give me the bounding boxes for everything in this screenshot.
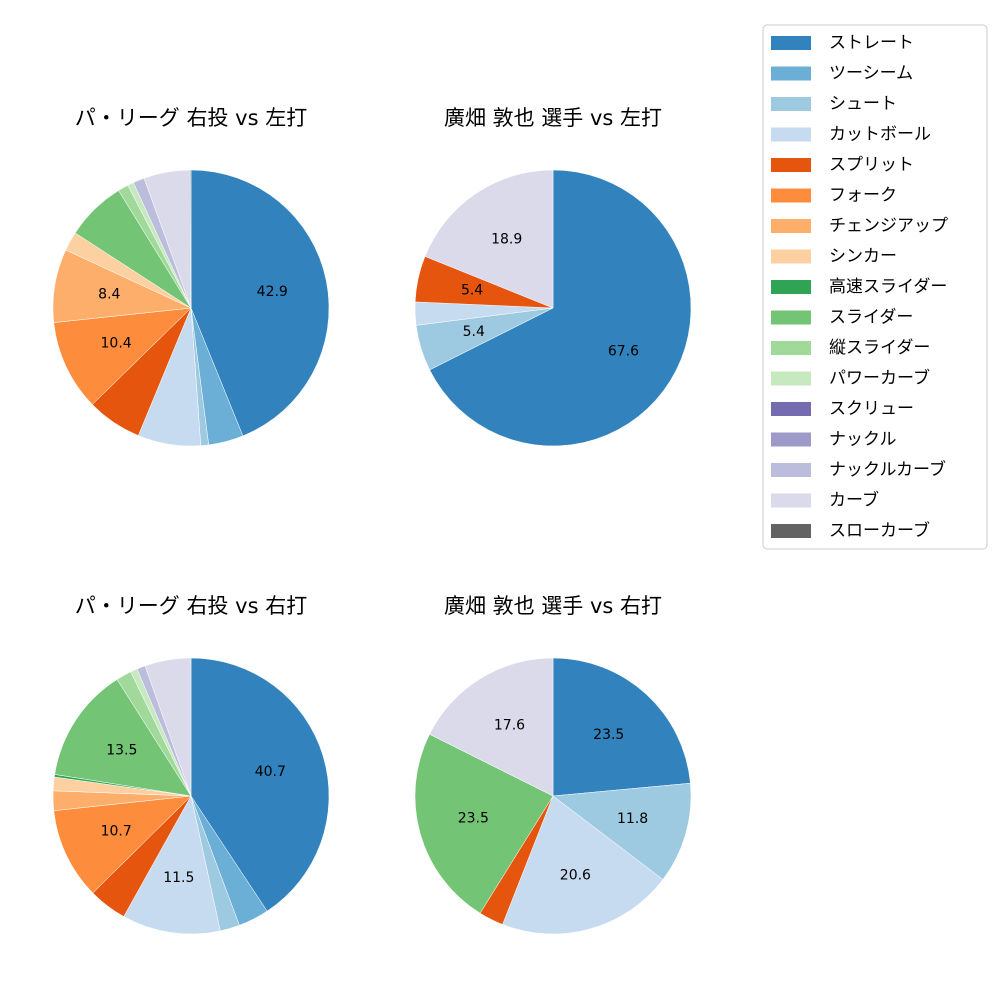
chart-title: 廣畑 敦也 選手 vs 左打 xyxy=(444,106,662,130)
slice-label: 20.6 xyxy=(560,868,591,884)
pie-chart-2: 廣畑 敦也 選手 vs 左打 67.6 5.4 5.4 18.9 xyxy=(414,106,692,447)
legend-label: スプリット xyxy=(829,155,914,175)
legend: ストレートツーシームシュートカットボールスプリットフォークチェンジアップシンカー… xyxy=(762,24,988,550)
chart-title: パ・リーグ 右投 vs 右打 xyxy=(75,594,307,618)
pie-slice xyxy=(53,307,192,405)
legend-label: 縦スライダー xyxy=(829,338,930,358)
pie-slice xyxy=(144,657,192,797)
pie-slice xyxy=(53,795,192,894)
legend-label: ツーシーム xyxy=(829,64,913,84)
legend-label: カットボール xyxy=(829,125,931,145)
slice-label: 11.8 xyxy=(617,811,648,827)
pie-chart-4: 廣畑 敦也 選手 vs 右打 23.5 11.8 20.6 23.5 17.6 xyxy=(414,594,692,935)
slice-label: 18.9 xyxy=(491,231,522,247)
slice-label: 10.4 xyxy=(101,335,132,351)
legend-label: パワーカーブ xyxy=(829,368,930,389)
slice-label: 13.5 xyxy=(106,743,137,759)
legend-label: フォーク xyxy=(829,186,897,206)
legend-swatch xyxy=(771,463,811,477)
pie-slice xyxy=(429,169,692,447)
pie-slice xyxy=(189,169,192,309)
legend-label: ナックル xyxy=(829,430,897,450)
chart-title: パ・リーグ 右投 vs 左打 xyxy=(75,106,307,130)
legend-frame xyxy=(762,24,988,550)
legend-swatch xyxy=(771,280,811,294)
pie-chart-1: パ・リーグ 右投 vs 左打 42.9 10.4 8.4 xyxy=(52,106,330,447)
slice-label: 10.7 xyxy=(101,823,132,839)
legend-label: チェンジアップ xyxy=(829,216,948,236)
legend-swatch xyxy=(771,188,811,203)
legend-swatch xyxy=(771,36,811,50)
pie-slice xyxy=(502,795,664,935)
legend-swatch xyxy=(771,127,811,142)
slice-label: 40.7 xyxy=(255,764,286,780)
pie-slice xyxy=(123,795,221,935)
legend-swatch xyxy=(771,402,811,416)
slice-label: 23.5 xyxy=(458,811,489,827)
legend-swatch xyxy=(771,493,811,508)
legend-swatch xyxy=(771,432,811,447)
slice-label: 42.9 xyxy=(257,284,288,300)
legend-label: スローカーブ xyxy=(829,520,930,541)
slice-label: 67.6 xyxy=(608,343,639,359)
chart-title: 廣畑 敦也 選手 vs 右打 xyxy=(444,594,662,618)
slice-label: 5.4 xyxy=(461,282,483,298)
legend-swatch xyxy=(771,97,811,111)
legend-label: ストレート xyxy=(829,33,914,53)
slice-label: 11.5 xyxy=(163,870,194,886)
slice-label: 8.4 xyxy=(98,287,120,303)
legend-label: シンカー xyxy=(829,247,897,267)
slice-label: 5.4 xyxy=(463,324,485,340)
legend-swatch xyxy=(771,249,811,264)
pie-slice xyxy=(424,169,554,309)
legend-swatch xyxy=(771,219,811,233)
pie-slice xyxy=(429,657,554,797)
pie-chart-3: パ・リーグ 右投 vs 右打 40.7 11.5 10.7 13.5 xyxy=(52,594,330,935)
pie-slice xyxy=(552,782,692,880)
legend-swatch xyxy=(771,158,811,172)
legend-label: シュート xyxy=(829,94,897,114)
slice-label: 17.6 xyxy=(494,718,525,734)
legend-swatch xyxy=(771,310,811,325)
legend-swatch xyxy=(771,341,811,355)
legend-swatch xyxy=(771,66,811,81)
pie-slice xyxy=(552,657,691,797)
legend-swatch xyxy=(771,371,811,386)
legend-label: スライダー xyxy=(829,308,913,328)
pie-slice xyxy=(54,679,192,797)
legend-label: ナックルカーブ xyxy=(829,459,946,480)
legend-swatch xyxy=(771,524,811,538)
pie-slice xyxy=(190,169,330,437)
slice-label: 23.5 xyxy=(593,727,624,743)
legend-label: スクリュー xyxy=(829,399,914,419)
legend-label: カーブ xyxy=(829,490,879,511)
legend-label: 高速スライダー xyxy=(829,277,947,297)
